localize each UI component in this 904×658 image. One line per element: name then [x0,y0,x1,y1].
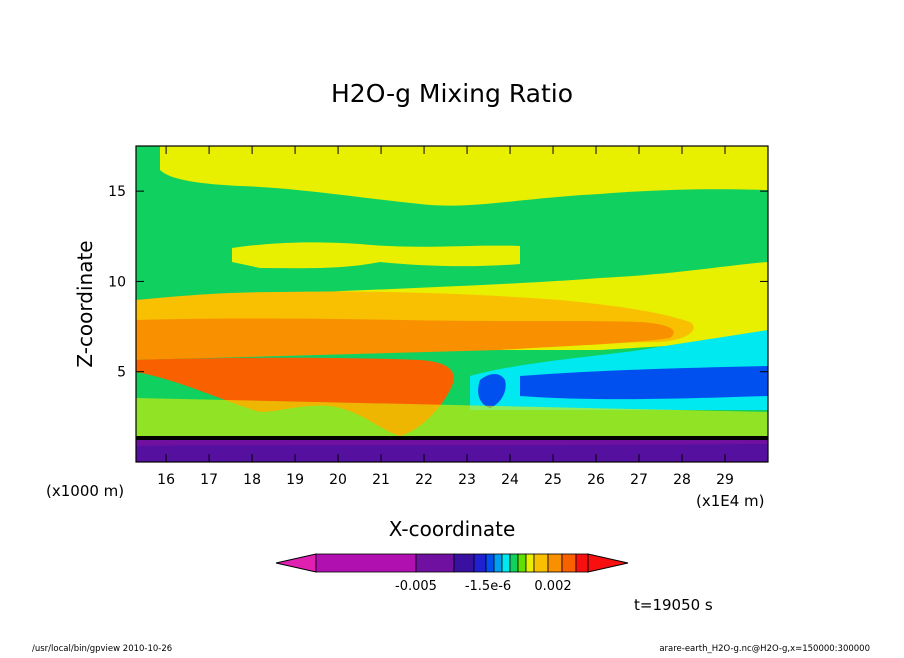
time-label: t=19050 s [634,596,713,614]
colorbar-segment [493,553,503,573]
colorbar-segment [517,553,527,573]
colorbar-segment [315,553,417,573]
y-axis-title: Z-coordinate [73,240,97,367]
plot-frame [135,145,769,463]
y-tick-label: 5 [117,365,126,381]
colorbar-segment [473,553,487,573]
y-tick-label: 10 [108,274,126,290]
x-tick-label: 18 [243,472,261,488]
x-tick-label: 19 [286,472,304,488]
colorbar-tick-label: -1.5e-6 [465,579,511,594]
x-tick-label: 22 [415,472,433,488]
x-tick-label: 21 [372,472,390,488]
x-tick-label: 16 [157,472,175,488]
colorbar-segment [533,553,549,573]
x-tick-label: 29 [716,472,734,488]
x-tick-label: 25 [544,472,562,488]
chart-title: H2O-g Mixing Ratio [331,79,573,108]
contour-fill [136,146,768,462]
colorbar-tick-label: -0.005 [395,579,437,594]
colorbar-segment [561,553,577,573]
x-tick-label: 17 [200,472,218,488]
x-tick-label: 26 [587,472,605,488]
x-tick-label: 28 [673,472,691,488]
plot-area: 16 17 18 19 20 21 22 23 24 25 26 27 28 29 5 10 15 [108,145,769,488]
colorbar-segment [525,553,535,573]
y-tick-label: 15 [108,184,126,200]
colorbar: -0.005 -1.5e-6 0.002 [275,553,629,594]
colorbar-segment [547,553,563,573]
x-tick-label: 27 [630,472,648,488]
colorbar-segment [575,553,589,573]
x-ticks: 16 17 18 19 20 21 22 23 24 25 26 27 28 29 [157,146,734,488]
x-tick-label: 24 [501,472,519,488]
colorbar-segment [485,553,495,573]
colorbar-arrow-low [275,553,317,573]
colorbar-arrow-high [587,553,629,573]
colorbar-segment [415,553,455,573]
footer-left: /usr/local/bin/gpview 2010-10-26 [32,644,172,654]
colorbar-segment [509,553,519,573]
colorbar-segment [453,553,475,573]
y-ticks: 5 10 15 [108,184,768,381]
x-axis-title: X-coordinate [389,517,516,541]
x-tick-label: 20 [329,472,347,488]
y-unit-label: (x1000 m) [46,482,124,500]
colorbar-segment [501,553,511,573]
footer-right: arare-earth_H2O-g.nc@H2O-g,x=150000:3000… [659,644,870,654]
x-tick-label: 23 [458,472,476,488]
x-unit-label: (x1E4 m) [696,492,765,510]
colorbar-tick-label: 0.002 [534,579,571,594]
